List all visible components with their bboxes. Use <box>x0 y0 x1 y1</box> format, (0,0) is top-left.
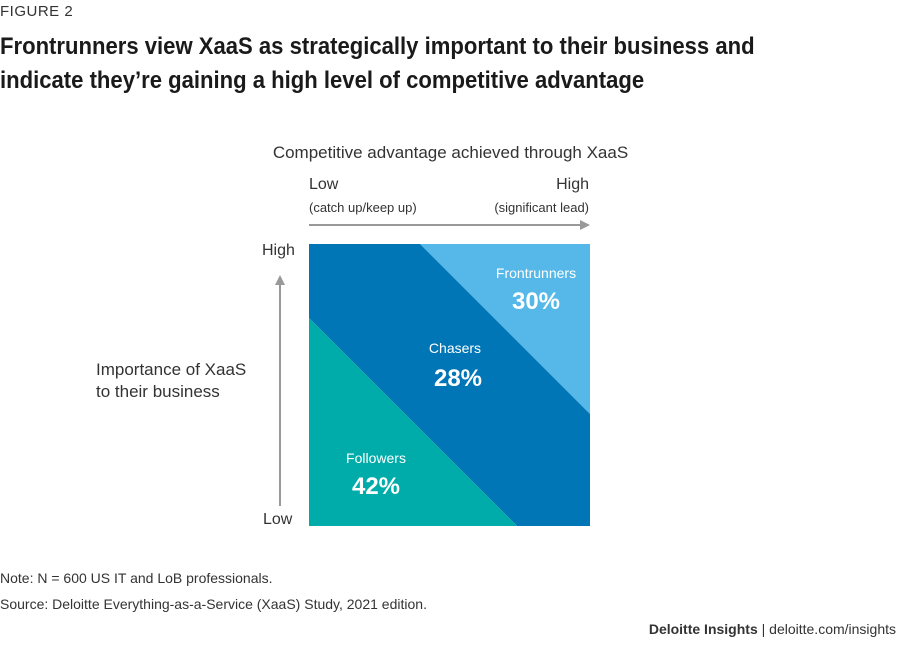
segment-followers <box>309 318 517 526</box>
credit-line: Deloitte Insights | deloitte.com/insight… <box>649 621 896 637</box>
x-axis-high-label: High <box>556 176 589 193</box>
y-axis-low-label: Low <box>263 511 293 528</box>
segment-name-chasers: Chasers <box>429 340 481 356</box>
x-axis-low-sublabel: (catch up/keep up) <box>309 200 417 215</box>
segment-name-frontrunners: Frontrunners <box>496 265 576 281</box>
chart-title-line-2: indicate they’re gaining a high level of… <box>0 67 645 94</box>
segment-name-followers: Followers <box>346 450 406 466</box>
segment-chasers <box>309 244 590 526</box>
credit-brand: Deloitte Insights <box>648 621 758 637</box>
y-axis-high-label: High <box>262 242 295 259</box>
figure-label: FIGURE 2 <box>0 3 74 20</box>
x-axis-low-label: Low <box>309 176 339 193</box>
x-axis-arrow-head <box>580 220 590 230</box>
y-axis-title: Importance of XaaS to their business <box>96 359 276 403</box>
chart-source: Source: Deloitte Everything-as-a-Service… <box>0 596 427 612</box>
segment-value-frontrunners: 30% <box>512 288 560 315</box>
x-axis-title: Competitive advantage achieved through X… <box>272 143 629 162</box>
x-axis-high-sublabel: (significant lead) <box>494 200 589 215</box>
credit-separator: | <box>757 621 770 637</box>
chart-title-line-1: Frontrunners view XaaS as strategically … <box>0 33 755 60</box>
y-axis-title-line-2: to their business <box>96 382 220 401</box>
chart-note: Note: N = 600 US IT and LoB professional… <box>0 570 273 586</box>
y-axis-title-line-1: Importance of XaaS <box>96 360 247 379</box>
y-axis-arrow-head <box>275 275 285 285</box>
segment-value-chasers: 28% <box>434 365 482 392</box>
segment-value-followers: 42% <box>352 473 400 500</box>
credit-url[interactable]: deloitte.com/insights <box>769 621 896 637</box>
chart-title: Frontrunners view XaaS as strategically … <box>0 30 810 98</box>
